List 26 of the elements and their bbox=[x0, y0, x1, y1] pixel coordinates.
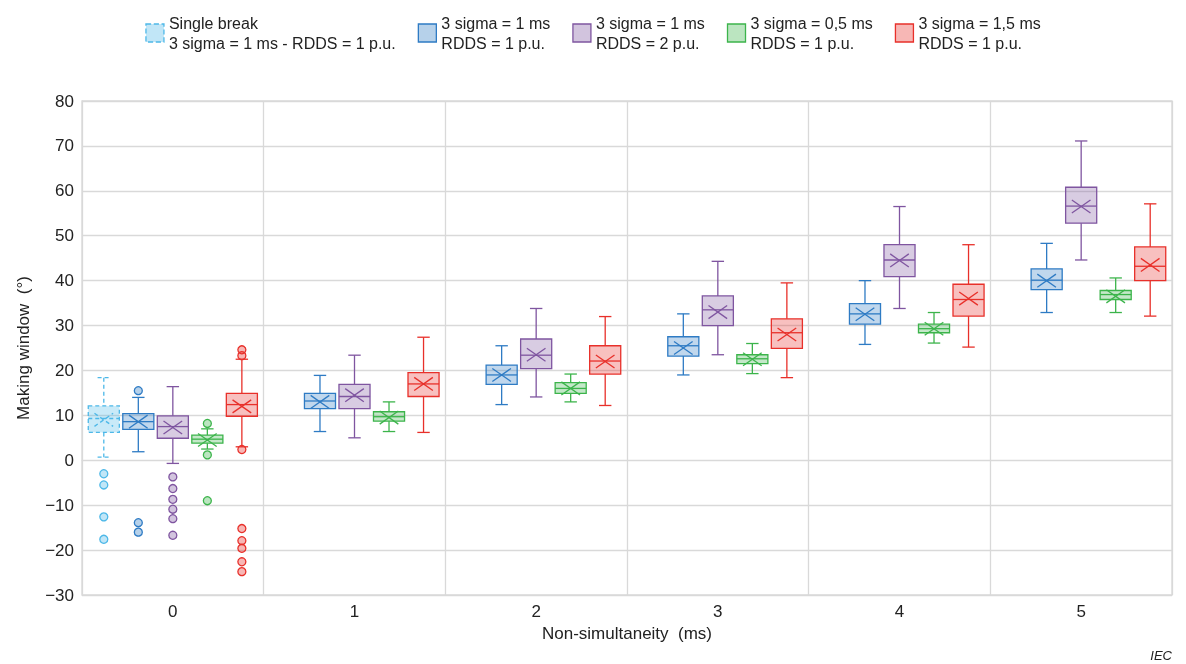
y-tick-label: −10 bbox=[45, 495, 74, 515]
x-tick-label: 4 bbox=[894, 602, 905, 621]
y-tick-label: −30 bbox=[45, 585, 74, 605]
y-axis-title: Making window (°) bbox=[14, 276, 33, 420]
y-tick-label: 30 bbox=[55, 316, 74, 336]
x-tick-label: 0 bbox=[168, 602, 178, 621]
y-tick-label: 50 bbox=[55, 226, 74, 246]
x-tick-label: 3 bbox=[713, 602, 723, 621]
y-tick-label: 40 bbox=[55, 271, 74, 291]
x-axis-title: Non-simultaneity (ms) bbox=[541, 624, 713, 643]
y-tick-label: 80 bbox=[55, 91, 74, 111]
legend-label: 3 sigma = 0,5 ms RDDS = 1 p.u. bbox=[750, 14, 873, 52]
y-tick-label: 70 bbox=[55, 136, 74, 156]
x-tick-label: 2 bbox=[531, 602, 541, 621]
legend-label: 3 sigma = 1,5 ms RDDS = 1 p.u. bbox=[918, 14, 1041, 52]
x-tick-label: 5 bbox=[1076, 602, 1086, 621]
y-tick-label: 0 bbox=[64, 450, 74, 470]
text: IEC bbox=[1150, 648, 1173, 663]
y-tick-label: −20 bbox=[45, 540, 74, 560]
legend-label: 3 sigma = 1 ms RDDS = 1 p.u. bbox=[441, 14, 551, 52]
legend-label: Single break 3 sigma = 1 ms - RDDS = 1 p.u. bbox=[168, 14, 396, 52]
legend-label: 3 sigma = 1 ms RDDS = 2 p.u. bbox=[595, 14, 705, 52]
y-tick-label: 60 bbox=[55, 181, 74, 201]
y-tick-label: 10 bbox=[55, 405, 74, 425]
x-tick-label: 1 bbox=[349, 602, 360, 621]
y-tick-label: 20 bbox=[55, 360, 74, 380]
